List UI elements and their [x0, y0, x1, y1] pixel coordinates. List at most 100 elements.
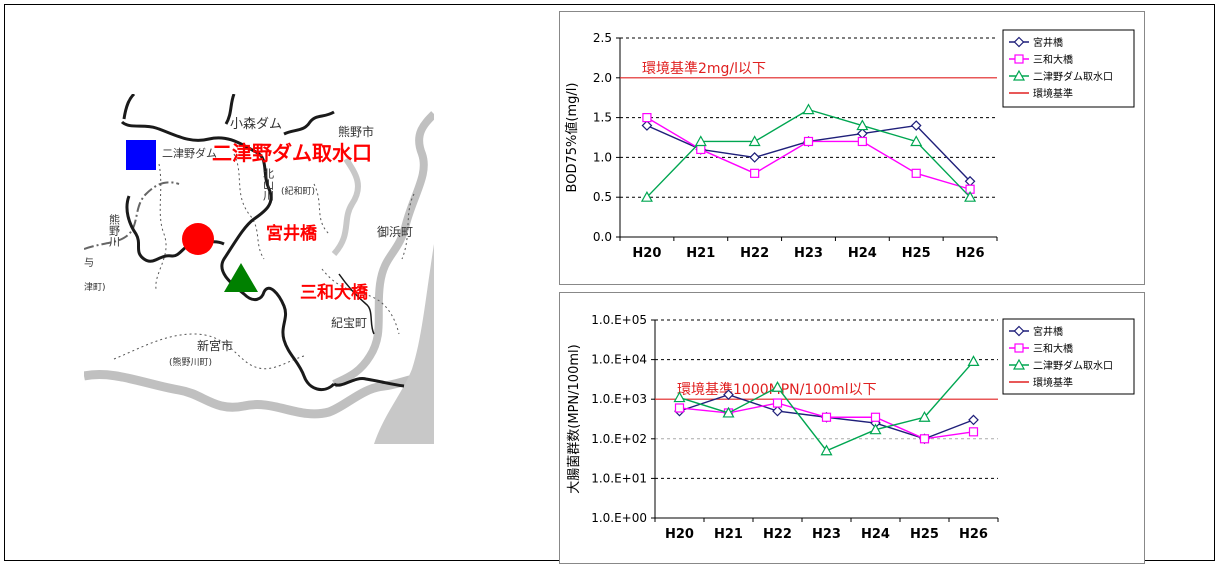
coliform-data-point [967, 355, 980, 367]
bod-xtick-label: H23 [794, 246, 823, 261]
kitayama-river [120, 120, 336, 392]
bod-data-point [694, 135, 707, 147]
bod-reference-label: 環境基準2mg/l以下 [642, 60, 766, 77]
municipal-boundary-1 [113, 333, 305, 370]
kitayamagawa-label: 北山川 [262, 168, 275, 201]
kumanogawa-river-label: 熊野川 [108, 213, 121, 247]
coliform-xtick-label: H26 [959, 527, 988, 542]
bod-xtick-label: H20 [632, 246, 661, 261]
bod-legend-marker [1013, 36, 1025, 48]
bod-data-point [856, 119, 869, 131]
location-map: 小森ダム 熊野市 二津野ダム (紀和町) (熊野川町) 御浜町 紀宝町 新宮市 … [84, 94, 434, 444]
bod-data-point [857, 136, 867, 147]
coliform-data-point [771, 381, 784, 392]
coliform-data-point [674, 403, 685, 413]
bod-data-point [640, 190, 653, 202]
bod-series-line [646, 124, 971, 182]
kumanogawa-town-label: (熊野川町) [169, 356, 212, 368]
municipal-boundary-2 [233, 153, 265, 260]
sanwa-bridge-label: 三和大橋 [300, 282, 369, 303]
bod-ytick-label: 2.5 [593, 31, 612, 45]
coliform-data-point [772, 398, 783, 408]
coliform-xtick-label: H24 [861, 527, 890, 542]
bod-data-point [802, 103, 815, 115]
coliform-ytick-label: 1.0.E+05 [591, 313, 647, 327]
bod-series-line [646, 116, 971, 190]
bod-legend-box [1002, 29, 1135, 108]
bod-xtick-label: H24 [848, 246, 877, 261]
bod-series-2 [640, 103, 977, 202]
coliform-data-point [722, 406, 735, 418]
coliform-data-point [673, 391, 686, 403]
bod-legend-label: 環境基準 [1033, 87, 1073, 100]
coliform-ytick-label: 1.0.E+03 [591, 392, 647, 406]
river-mouth [333, 377, 405, 388]
bod-ytick-label: 1.0 [593, 150, 612, 164]
coliform-data-point [968, 427, 979, 437]
bod-data-point [750, 168, 760, 178]
sanwa-bridge-marker [224, 263, 258, 292]
bod-data-point [910, 120, 922, 131]
bod-data-point [911, 168, 921, 178]
coliform-legend-label: 三和大橋 [1033, 342, 1073, 355]
upper-river-c [283, 110, 335, 136]
miyai-bridge-marker [182, 223, 214, 255]
futatsuno-dam-small-label: 二津野ダム [162, 146, 217, 160]
bod-ytick-label: 2.0 [593, 71, 612, 85]
coliform-chart: 1.0.E+00 1.0.E+01 1.0.E+02 1.0.E+03 1.0.E+04… [567, 313, 1135, 542]
prefecture-boundary [84, 181, 180, 250]
coliform-data-point [869, 423, 882, 435]
coliform-data-point [821, 412, 832, 422]
upper-gray-road [331, 157, 362, 257]
coliform-chart-panel: 1.0.E+00 1.0.E+01 1.0.E+02 1.0.E+03 1.0.E+04… [559, 292, 1145, 564]
right-river [338, 273, 375, 335]
coastal-border-gray [332, 111, 434, 388]
coliform-xtick-label: H25 [910, 527, 939, 542]
bod-data-point [749, 152, 760, 163]
coliform-data-point [723, 389, 734, 401]
bod-data-point [857, 128, 868, 139]
municipal-boundary-6 [401, 193, 415, 260]
kiwa-town-label: (紀和町) [281, 185, 315, 197]
bod-ytick-label: 0.0 [593, 230, 612, 244]
coliform-data-point [870, 412, 881, 422]
coliform-legend-marker [1014, 343, 1024, 353]
bod-ylabel: BOD75%値(mg/l) [564, 83, 580, 193]
bod-xtick-label: H26 [956, 246, 985, 261]
dam-intake-marker [126, 140, 156, 170]
coliform-legend-marker [1012, 358, 1026, 370]
coliform-legend-marker [1013, 325, 1025, 337]
bod-legend-marker [1012, 69, 1026, 81]
bod-legend-label: 三和大橋 [1033, 53, 1073, 66]
coliform-ytick-label: 1.0.E+00 [591, 511, 647, 525]
bod-xtick-label: H21 [686, 246, 715, 261]
coliform-xtick-label: H20 [665, 527, 694, 542]
bod-ytick-label: 1.5 [593, 111, 612, 125]
coliform-data-point [968, 414, 979, 426]
bod-data-point [696, 144, 706, 155]
coliform-data-point [820, 444, 833, 456]
municipal-boundary-4 [155, 163, 167, 290]
bod-chart: 0.0 0.5 1.0 1.5 2.0 2.5 H20 H21 H22 H23 H24 H25 H26 B… [564, 29, 1135, 261]
bod-data-point [803, 136, 814, 147]
coliform-data-point [919, 434, 930, 444]
miyai-bridge-label: 宮井橋 [266, 223, 318, 244]
cut-left-label-2: 津町) [84, 282, 106, 293]
coliform-legend-label: 二津野ダム取水口 [1033, 359, 1113, 372]
bod-legend-label: 二津野ダム取水口 [1033, 70, 1113, 83]
coliform-xtick-label: H22 [763, 527, 792, 542]
coliform-ylabel: 大腸菌群数(MPN/100ml) [567, 344, 582, 493]
bod-data-point [641, 120, 653, 131]
kiho-town-label: 紀宝町 [331, 316, 367, 330]
coliform-ytick-label: 1.0.E+04 [591, 353, 647, 367]
bod-legend-label: 宮井橋 [1033, 36, 1063, 49]
coliform-xtick-label: H23 [812, 527, 841, 542]
bod-xtick-label: H22 [740, 246, 769, 261]
shingu-city-label: 新宮市 [197, 338, 233, 353]
kumano-city-label: 熊野市 [338, 124, 374, 139]
cut-left-label-1: 与 [84, 257, 94, 269]
upper-river-b [224, 94, 236, 125]
upper-river-a [122, 94, 136, 120]
bod-legend-marker [1014, 54, 1024, 64]
